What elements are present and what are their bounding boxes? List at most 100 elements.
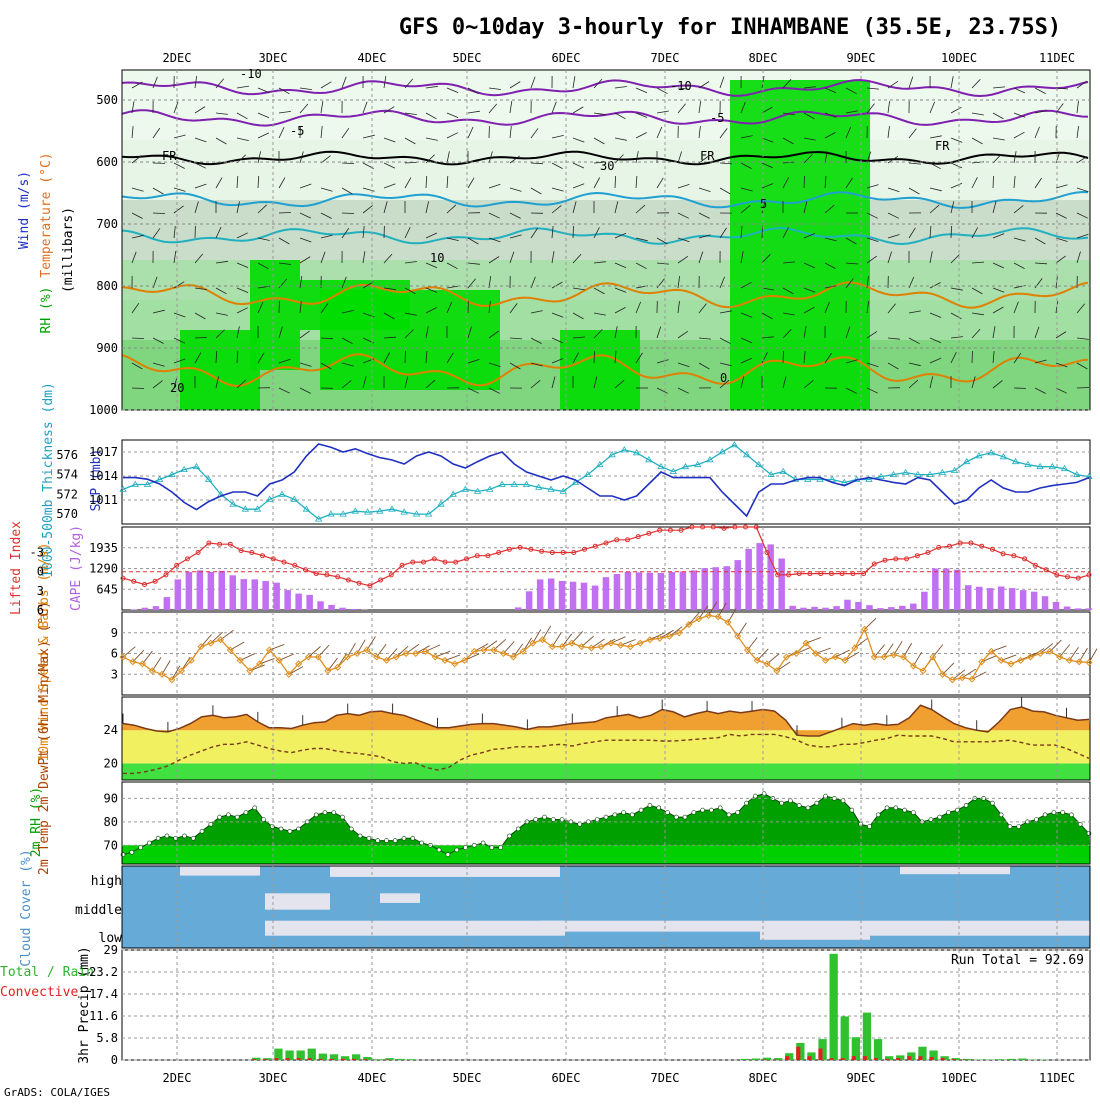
rh2m-tick: 80 — [104, 815, 118, 829]
rh-humid-area — [180, 330, 260, 410]
contour-label: 10 — [430, 251, 444, 265]
li-tick: 6 — [37, 603, 44, 617]
rh2m-point — [903, 808, 907, 812]
cloud-clear-patch — [900, 866, 1010, 874]
rh2m-point — [683, 815, 687, 819]
rh2m-point — [297, 827, 301, 831]
upper-wind-label: Wind (m/s) — [17, 171, 32, 249]
rh2m-point — [578, 822, 582, 826]
rh2m-point — [367, 836, 371, 840]
thickness-tick: 576 — [56, 448, 78, 462]
precip-convective-bar — [352, 1059, 356, 1060]
cape-bar — [537, 579, 544, 610]
precip-convective-bar — [263, 1059, 267, 1060]
cape-bar — [1009, 588, 1016, 610]
cape-bar — [800, 608, 807, 610]
cape-bar — [724, 566, 731, 610]
upper-y-tick: 900 — [96, 341, 118, 355]
precip-convective-bar — [852, 1056, 856, 1060]
precip-total-bar — [863, 1013, 871, 1060]
contour-label: 5 — [760, 197, 767, 211]
cape-tick: 1935 — [89, 541, 118, 555]
cape-bar — [1031, 592, 1038, 610]
rh2m-point — [604, 815, 608, 819]
rh2m-point — [420, 841, 424, 845]
rh2m-point — [543, 815, 547, 819]
precip-total-bar — [397, 1059, 405, 1060]
rh2m-point — [200, 829, 204, 833]
rh2m-point — [323, 811, 327, 815]
precip-tick: 11.6 — [89, 1009, 118, 1023]
cape-bar — [680, 571, 687, 610]
cape-label: CAPE (J/kg) — [69, 525, 84, 611]
day-label-bottom: 8DEC — [749, 1071, 778, 1085]
rh2m-point — [692, 811, 696, 815]
cape-bar — [844, 600, 851, 610]
day-label-top: 6DEC — [552, 51, 581, 65]
day-label-top: 5DEC — [453, 51, 482, 65]
cloud-level-high: high — [91, 874, 122, 889]
cape-bar — [164, 597, 171, 610]
slp-tick: 1011 — [89, 493, 118, 507]
rh2m-point — [262, 818, 266, 822]
precip-total-bar — [408, 1059, 416, 1060]
cape-bar — [789, 606, 796, 610]
cape-bar — [614, 574, 621, 610]
rh2m-point — [349, 827, 353, 831]
day-label-bottom: 2DEC — [163, 1071, 192, 1085]
rh2m-point — [1078, 822, 1082, 826]
rh2m-point — [718, 806, 722, 810]
precip-total-bar — [374, 1059, 382, 1060]
thickness-tick: 572 — [56, 487, 78, 501]
cloud-clear-patch — [760, 921, 870, 940]
rh2m-point — [657, 806, 661, 810]
rh2m-point — [481, 841, 485, 845]
precip-convective-bar — [785, 1056, 789, 1060]
cloud-clear-patch — [265, 893, 330, 909]
contour-label: -5 — [710, 111, 724, 125]
rh2m-point — [1017, 825, 1021, 829]
wind-barb — [279, 213, 291, 214]
cape-bar — [987, 588, 994, 610]
rh2m-point — [885, 806, 889, 810]
day-label-top: 10DEC — [941, 51, 977, 65]
cape-bar — [252, 579, 259, 610]
precip-convective-bar — [918, 1056, 922, 1060]
wind-tick: 3 — [111, 667, 118, 681]
cape-bar — [1053, 602, 1060, 610]
cape-bar — [153, 606, 160, 610]
precip-tick: 17.4 — [89, 987, 118, 1001]
rh2m-point — [191, 836, 195, 840]
rh2m-point — [551, 818, 555, 822]
rh2m-point — [850, 808, 854, 812]
cape-bar — [603, 577, 610, 610]
rh-humid-area — [730, 80, 870, 410]
cape-bar — [142, 608, 149, 610]
cape-bar — [921, 592, 928, 610]
rh2m-point — [376, 839, 380, 843]
rh2m-point — [736, 811, 740, 815]
rh2m-point — [938, 815, 942, 819]
cape-bar — [284, 590, 291, 610]
rh2m-point — [806, 806, 810, 810]
cape-bar — [175, 579, 182, 610]
precip-convective-bar — [841, 1058, 845, 1060]
precip-legend-total: Total / Rain — [0, 965, 94, 980]
rh2m-point — [727, 813, 731, 817]
cape-bar — [691, 570, 698, 610]
precip-convective-bar — [941, 1058, 945, 1060]
wind-barb — [972, 351, 973, 363]
rh2m-point — [709, 808, 713, 812]
day-label-top: 11DEC — [1039, 51, 1075, 65]
rh2m-point — [1043, 813, 1047, 817]
precip-tick: 29 — [104, 943, 118, 957]
cloud-level-middle: middle — [75, 903, 122, 918]
cape-bar — [131, 609, 138, 610]
precip-convective-bar — [330, 1059, 334, 1060]
rh2m-point — [1069, 813, 1073, 817]
cape-bar — [932, 569, 939, 611]
day-label-bottom: 9DEC — [847, 1071, 876, 1085]
precip-convective-bar — [952, 1059, 956, 1060]
cape-bar — [208, 572, 215, 610]
